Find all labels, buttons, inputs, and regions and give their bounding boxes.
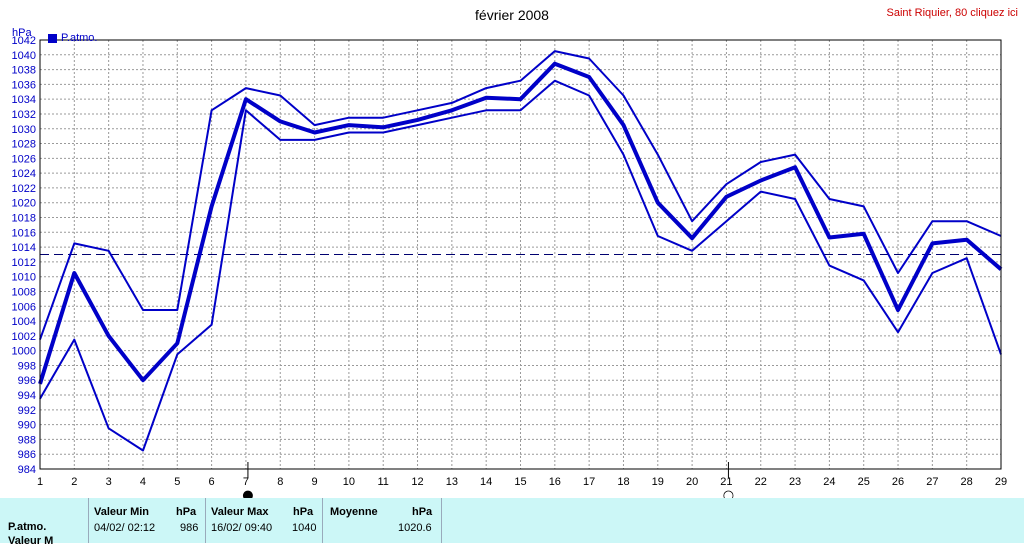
series-line-min	[39, 79, 1002, 452]
y-tick-label: 1008	[12, 286, 36, 298]
stats-row-label-2: Valeur M	[8, 535, 54, 547]
x-tick-label: 4	[140, 476, 146, 488]
station-link[interactable]: Saint Riquier, 80 cliquez ici	[886, 7, 1018, 19]
stats-row-label: P.atmo.	[8, 521, 47, 533]
y-tick-label: 1032	[12, 109, 36, 121]
stats-panel: P.atmo. Valeur M Valeur Min hPa 04/02/ 0…	[0, 498, 1024, 547]
y-tick-label: 984	[18, 464, 36, 476]
pressure-chart: 9849869889909929949969981000100210041006…	[12, 35, 1008, 498]
mean-unit: hPa	[412, 506, 433, 518]
y-tick-label: 1042	[12, 35, 36, 47]
x-tick-label: 25	[858, 476, 870, 488]
x-tick-label: 23	[789, 476, 801, 488]
marker-group: ● ○	[242, 462, 734, 498]
x-tick-labels: 1 2 3 4 5 6 7 8 9 10 11 12 13 14 15 16 17 18 19 20 21 22 23 24 2…	[37, 476, 1007, 488]
plot-frame	[39, 39, 1002, 470]
y-tick-label: 1024	[12, 168, 36, 180]
min-value: 986	[180, 522, 199, 534]
x-tick-label: 1	[37, 476, 43, 488]
x-tick-label: 8	[277, 476, 283, 488]
x-tick-label: 26	[892, 476, 904, 488]
y-tick-label: 1010	[12, 272, 36, 284]
x-tick-label: 7	[243, 476, 249, 488]
x-tick-label: 24	[823, 476, 835, 488]
x-tick-label: 5	[174, 476, 180, 488]
y-tick-label: 988	[18, 434, 36, 446]
stats-separator	[205, 498, 206, 543]
y-unit-label: hPa	[12, 27, 32, 39]
min-unit: hPa	[176, 506, 197, 518]
y-tick-label: 1004	[12, 316, 36, 328]
y-tick-label: 996	[18, 375, 36, 387]
legend-swatch	[48, 33, 57, 43]
min-date: 04/02/ 02:12	[94, 522, 156, 534]
x-tick-label: 9	[312, 476, 318, 488]
x-tick-label: 10	[343, 476, 355, 488]
x-tick-label: 15	[514, 476, 526, 488]
moon-phase-marker: ●	[242, 488, 253, 498]
stats-separator	[88, 498, 89, 543]
y-tick-label: 1038	[12, 65, 36, 77]
moon-phase-marker: ○	[723, 488, 734, 498]
mean-header: Moyenne	[330, 506, 378, 518]
y-tick-label: 1006	[12, 301, 36, 313]
x-tick-label: 3	[106, 476, 112, 488]
x-tick-label: 28	[961, 476, 973, 488]
y-tick-label: 992	[18, 405, 36, 417]
y-tick-label: 1040	[12, 50, 36, 62]
y-tick-label: 994	[18, 390, 36, 402]
y-tick-label: 1028	[12, 139, 36, 151]
y-tick-labels: 984 986 988 990 992 994 996 998 1000 1002 1004 1006…	[12, 35, 36, 476]
max-date: 16/02/ 09:40	[211, 522, 273, 534]
series-line-mean	[38, 61, 1003, 385]
legend: P.atmo.	[48, 32, 98, 44]
x-tick-label: 13	[446, 476, 458, 488]
chart-title: février 2008	[475, 7, 549, 23]
min-header: Valeur Min	[94, 506, 150, 518]
x-tick-label: 22	[755, 476, 767, 488]
legend-label: P.atmo.	[61, 32, 98, 44]
x-tick-label: 21	[720, 476, 732, 488]
x-tick-label: 17	[583, 476, 595, 488]
x-tick-label: 2	[71, 476, 77, 488]
y-tick-label: 1036	[12, 79, 36, 91]
x-tick-label: 11	[378, 476, 389, 488]
stats-separator	[322, 498, 323, 543]
y-tick-label: 1000	[12, 346, 36, 358]
x-tick-label: 18	[617, 476, 629, 488]
y-tick-label: 1020	[12, 198, 36, 210]
y-tick-label: 1012	[12, 257, 36, 269]
y-tick-label: 1034	[12, 94, 36, 106]
x-tick-label: 6	[209, 476, 215, 488]
x-tick-label: 12	[411, 476, 423, 488]
x-tick-label: 16	[549, 476, 561, 488]
series-line-max	[39, 50, 1002, 340]
y-tick-label: 990	[18, 420, 36, 432]
max-value: 1040	[292, 522, 317, 534]
x-tick-label: 29	[995, 476, 1007, 488]
y-tick-label: 1026	[12, 153, 36, 165]
y-tick-label: 1002	[12, 331, 36, 343]
x-tick-label: 27	[926, 476, 938, 488]
y-tick-label: 1030	[12, 124, 36, 136]
y-tick-label: 1018	[12, 213, 36, 225]
x-tick-label: 14	[480, 476, 492, 488]
y-tick-label: 1014	[12, 242, 36, 254]
y-tick-label: 1016	[12, 227, 36, 239]
stats-separator	[441, 498, 442, 543]
y-tick-label: 998	[18, 360, 36, 372]
series-group	[38, 50, 1003, 452]
x-tick-label: 20	[686, 476, 698, 488]
mean-value: 1020.6	[398, 522, 432, 534]
y-tick-label: 986	[18, 449, 36, 461]
y-tick-label: 1022	[12, 183, 36, 195]
max-unit: hPa	[293, 506, 314, 518]
x-tick-label: 19	[652, 476, 664, 488]
max-header: Valeur Max	[211, 506, 269, 518]
